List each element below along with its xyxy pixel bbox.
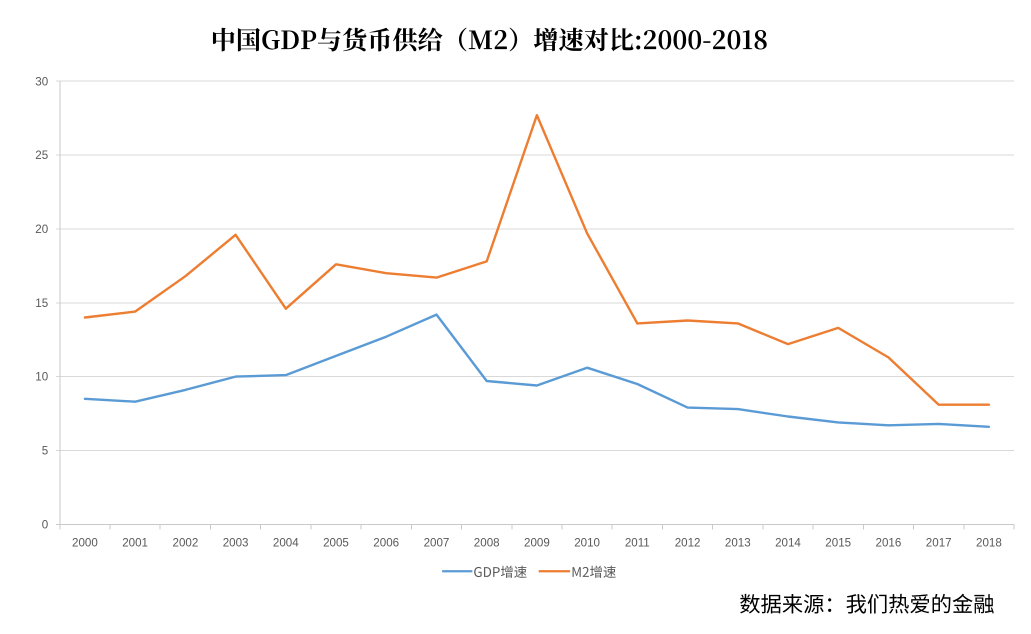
svg-text:0: 0 <box>42 518 48 531</box>
svg-text:2003: 2003 <box>223 537 249 550</box>
svg-text:10: 10 <box>35 371 48 384</box>
svg-text:5: 5 <box>42 445 48 458</box>
svg-text:30: 30 <box>35 75 48 88</box>
svg-text:2009: 2009 <box>524 537 550 550</box>
svg-text:2000: 2000 <box>72 537 98 550</box>
svg-text:2002: 2002 <box>173 537 199 550</box>
svg-text:2016: 2016 <box>876 537 902 550</box>
svg-text:2010: 2010 <box>574 537 600 550</box>
svg-text:2011: 2011 <box>625 537 650 550</box>
svg-text:2017: 2017 <box>926 537 952 550</box>
svg-text:2012: 2012 <box>675 537 701 550</box>
svg-text:25: 25 <box>35 149 48 162</box>
svg-text:15: 15 <box>35 297 48 310</box>
svg-text:2013: 2013 <box>725 537 751 550</box>
svg-text:2018: 2018 <box>976 537 1002 550</box>
svg-text:2006: 2006 <box>373 537 399 550</box>
svg-text:2007: 2007 <box>424 537 450 550</box>
svg-text:2015: 2015 <box>825 537 851 550</box>
svg-text:2005: 2005 <box>323 537 349 550</box>
svg-text:2001: 2001 <box>122 537 148 550</box>
svg-text:2004: 2004 <box>273 537 299 550</box>
svg-text:2008: 2008 <box>474 537 500 550</box>
svg-text:2014: 2014 <box>775 537 801 550</box>
svg-text:20: 20 <box>35 223 48 236</box>
